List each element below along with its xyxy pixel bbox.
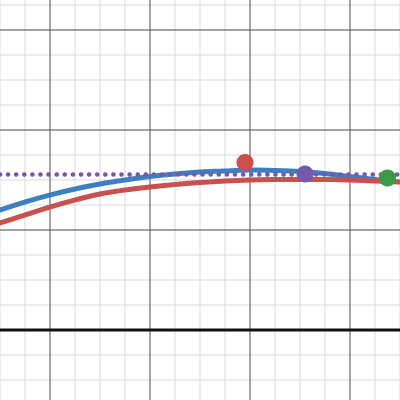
point-2[interactable] xyxy=(296,165,314,183)
point-3[interactable] xyxy=(379,169,396,187)
point-1[interactable] xyxy=(236,154,254,171)
points-layer xyxy=(236,154,396,187)
series-2-solid-curve[interactable] xyxy=(0,176,400,226)
series-layer xyxy=(0,167,400,226)
